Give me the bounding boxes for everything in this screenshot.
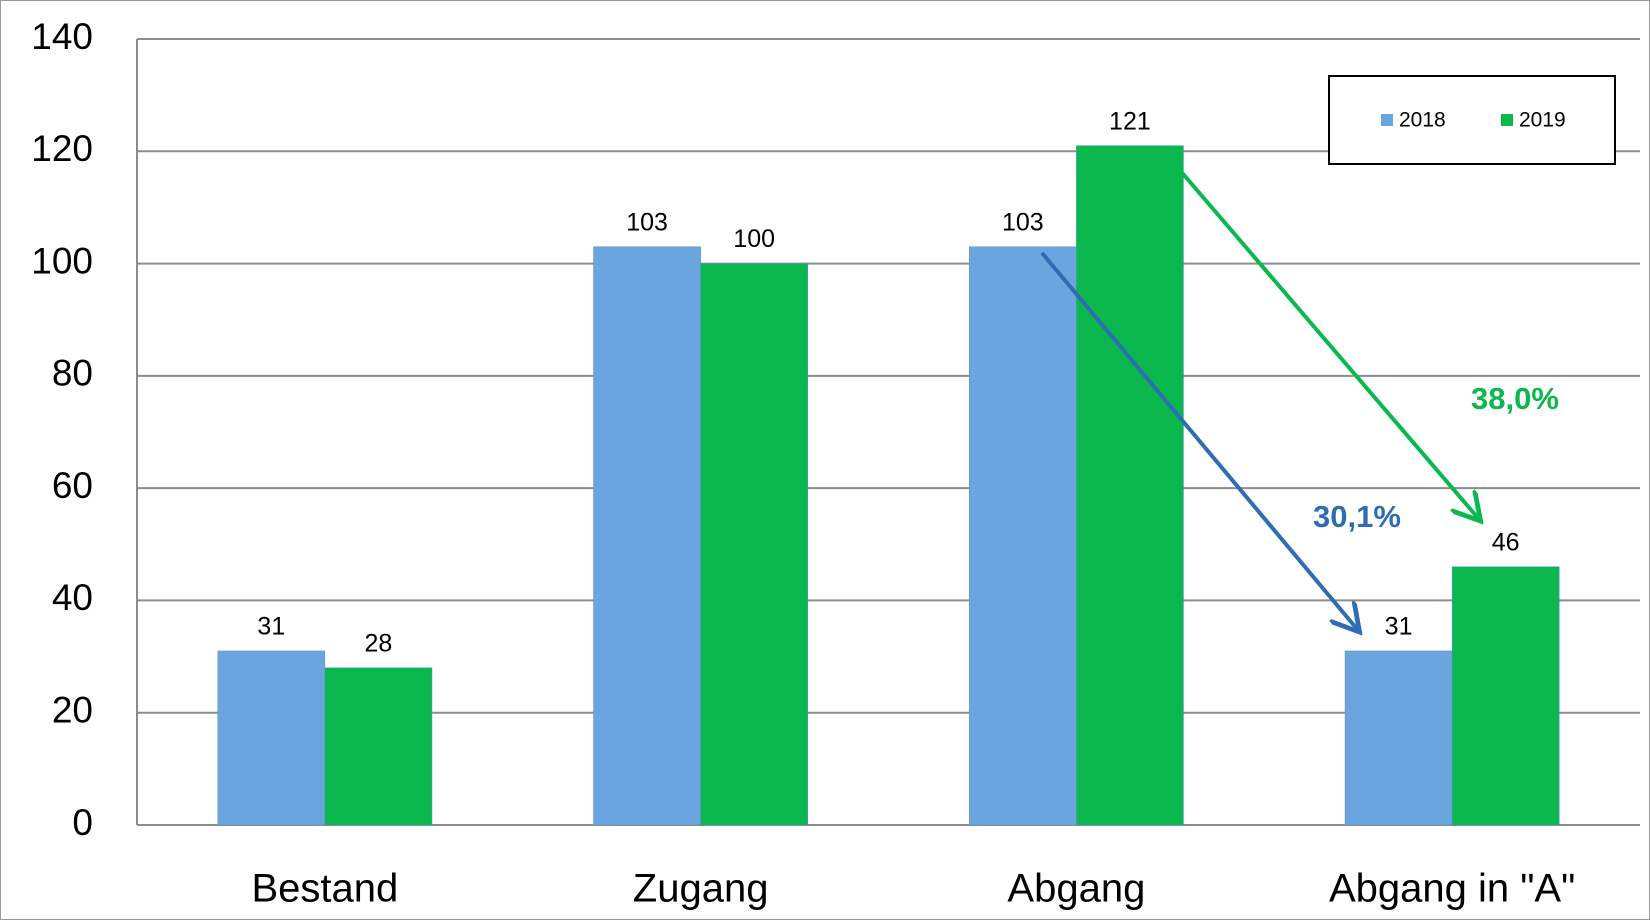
annotation-text: 38,0% [1471, 381, 1559, 416]
annotation-text: 30,1% [1313, 499, 1401, 534]
x-tick-label: Abgang [1007, 867, 1145, 911]
y-tick-label: 60 [52, 465, 93, 506]
bar [593, 246, 701, 826]
x-tick-label: Bestand [251, 867, 398, 911]
data-label: 46 [1492, 528, 1520, 556]
y-tick-label: 20 [52, 689, 93, 730]
legend-swatch [1501, 114, 1513, 126]
y-tick-label: 0 [72, 802, 93, 843]
y-tick-label: 140 [31, 16, 93, 57]
bar [1344, 650, 1453, 826]
bar [217, 650, 326, 826]
legend-label: 2019 [1519, 109, 1566, 132]
y-tick-label: 80 [52, 353, 93, 394]
annotation-arrow [1040, 251, 1357, 629]
data-label: 28 [365, 629, 393, 657]
data-label: 31 [257, 613, 285, 641]
bar [1076, 145, 1184, 826]
bar [969, 246, 1077, 826]
x-tick-label: Zugang [633, 867, 769, 911]
data-label: 121 [1109, 107, 1151, 135]
y-tick-label: 100 [31, 240, 93, 281]
data-label: 103 [626, 208, 668, 236]
x-tick-label: Abgang in "A" [1329, 867, 1575, 911]
y-tick-label: 120 [31, 128, 93, 169]
bar [1451, 566, 1560, 826]
bar [324, 667, 433, 826]
legend-box [1328, 75, 1616, 165]
y-tick-label: 40 [52, 577, 93, 618]
data-label: 100 [733, 225, 775, 253]
data-label: 31 [1385, 613, 1413, 641]
legend-swatch [1381, 114, 1393, 126]
annotation-arrow [1176, 166, 1478, 518]
data-label: 103 [1002, 208, 1044, 236]
bar [700, 263, 808, 826]
legend-label: 2018 [1399, 109, 1446, 132]
